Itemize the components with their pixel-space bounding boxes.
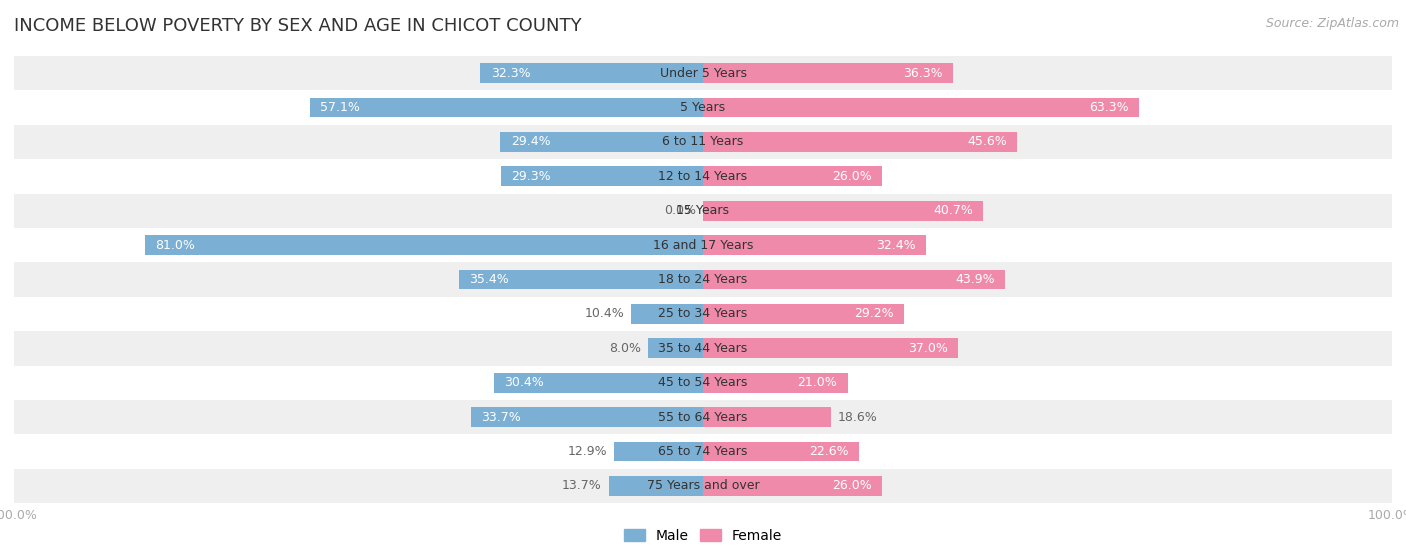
Bar bbox=[14, 468, 1392, 503]
Bar bbox=[14, 366, 1392, 400]
Text: 35 to 44 Years: 35 to 44 Years bbox=[658, 342, 748, 355]
Bar bbox=[471, 407, 703, 427]
Bar bbox=[703, 373, 848, 392]
Bar bbox=[14, 91, 1392, 125]
Text: 37.0%: 37.0% bbox=[908, 342, 948, 355]
Bar bbox=[501, 167, 703, 186]
Text: 10.4%: 10.4% bbox=[585, 307, 624, 320]
Bar bbox=[14, 56, 1392, 91]
Text: 57.1%: 57.1% bbox=[321, 101, 360, 114]
Text: 63.3%: 63.3% bbox=[1090, 101, 1129, 114]
Bar bbox=[703, 476, 882, 496]
Text: 8.0%: 8.0% bbox=[609, 342, 641, 355]
Bar bbox=[703, 63, 953, 83]
Text: 65 to 74 Years: 65 to 74 Years bbox=[658, 445, 748, 458]
Text: 26.0%: 26.0% bbox=[832, 170, 872, 183]
Text: Source: ZipAtlas.com: Source: ZipAtlas.com bbox=[1265, 17, 1399, 30]
Text: 32.3%: 32.3% bbox=[491, 67, 530, 79]
Bar bbox=[14, 125, 1392, 159]
Bar bbox=[14, 434, 1392, 468]
Text: 43.9%: 43.9% bbox=[956, 273, 995, 286]
Bar bbox=[703, 269, 1005, 290]
Text: 0.0%: 0.0% bbox=[664, 204, 696, 217]
Bar bbox=[501, 132, 703, 152]
Text: 5 Years: 5 Years bbox=[681, 101, 725, 114]
Text: 32.4%: 32.4% bbox=[876, 239, 915, 252]
Text: 33.7%: 33.7% bbox=[481, 411, 520, 424]
Bar bbox=[14, 297, 1392, 331]
Bar bbox=[703, 167, 882, 186]
Text: 15 Years: 15 Years bbox=[676, 204, 730, 217]
Bar bbox=[14, 331, 1392, 366]
Bar bbox=[703, 304, 904, 324]
Text: 45.6%: 45.6% bbox=[967, 135, 1007, 148]
Text: 29.3%: 29.3% bbox=[512, 170, 551, 183]
Bar bbox=[14, 193, 1392, 228]
Bar bbox=[481, 63, 703, 83]
Bar bbox=[14, 228, 1392, 262]
Text: 18.6%: 18.6% bbox=[838, 411, 877, 424]
Bar bbox=[703, 407, 831, 427]
Text: 45 to 54 Years: 45 to 54 Years bbox=[658, 376, 748, 389]
Bar bbox=[14, 159, 1392, 193]
Bar bbox=[309, 97, 703, 117]
Legend: Male, Female: Male, Female bbox=[617, 522, 789, 550]
Bar bbox=[614, 442, 703, 462]
Text: 12.9%: 12.9% bbox=[568, 445, 607, 458]
Text: 29.2%: 29.2% bbox=[855, 307, 894, 320]
Bar bbox=[703, 235, 927, 255]
Text: 12 to 14 Years: 12 to 14 Years bbox=[658, 170, 748, 183]
Bar bbox=[703, 132, 1017, 152]
Bar bbox=[648, 338, 703, 358]
Bar bbox=[494, 373, 703, 392]
Bar bbox=[703, 442, 859, 462]
Text: 36.3%: 36.3% bbox=[903, 67, 943, 79]
Text: Under 5 Years: Under 5 Years bbox=[659, 67, 747, 79]
Text: 26.0%: 26.0% bbox=[832, 480, 872, 492]
Bar bbox=[14, 262, 1392, 297]
Bar bbox=[631, 304, 703, 324]
Bar bbox=[145, 235, 703, 255]
Text: 13.7%: 13.7% bbox=[562, 480, 602, 492]
Bar bbox=[14, 400, 1392, 434]
Bar bbox=[609, 476, 703, 496]
Text: 22.6%: 22.6% bbox=[808, 445, 848, 458]
Text: 30.4%: 30.4% bbox=[503, 376, 544, 389]
Text: 21.0%: 21.0% bbox=[797, 376, 838, 389]
Bar bbox=[703, 97, 1139, 117]
Text: 35.4%: 35.4% bbox=[470, 273, 509, 286]
Text: 25 to 34 Years: 25 to 34 Years bbox=[658, 307, 748, 320]
Bar bbox=[703, 201, 983, 221]
Text: 6 to 11 Years: 6 to 11 Years bbox=[662, 135, 744, 148]
Text: 18 to 24 Years: 18 to 24 Years bbox=[658, 273, 748, 286]
Text: 81.0%: 81.0% bbox=[155, 239, 195, 252]
Text: 55 to 64 Years: 55 to 64 Years bbox=[658, 411, 748, 424]
Text: INCOME BELOW POVERTY BY SEX AND AGE IN CHICOT COUNTY: INCOME BELOW POVERTY BY SEX AND AGE IN C… bbox=[14, 17, 582, 35]
Text: 75 Years and over: 75 Years and over bbox=[647, 480, 759, 492]
Text: 29.4%: 29.4% bbox=[510, 135, 550, 148]
Bar bbox=[460, 269, 703, 290]
Text: 40.7%: 40.7% bbox=[934, 204, 973, 217]
Text: 16 and 17 Years: 16 and 17 Years bbox=[652, 239, 754, 252]
Bar bbox=[703, 338, 957, 358]
